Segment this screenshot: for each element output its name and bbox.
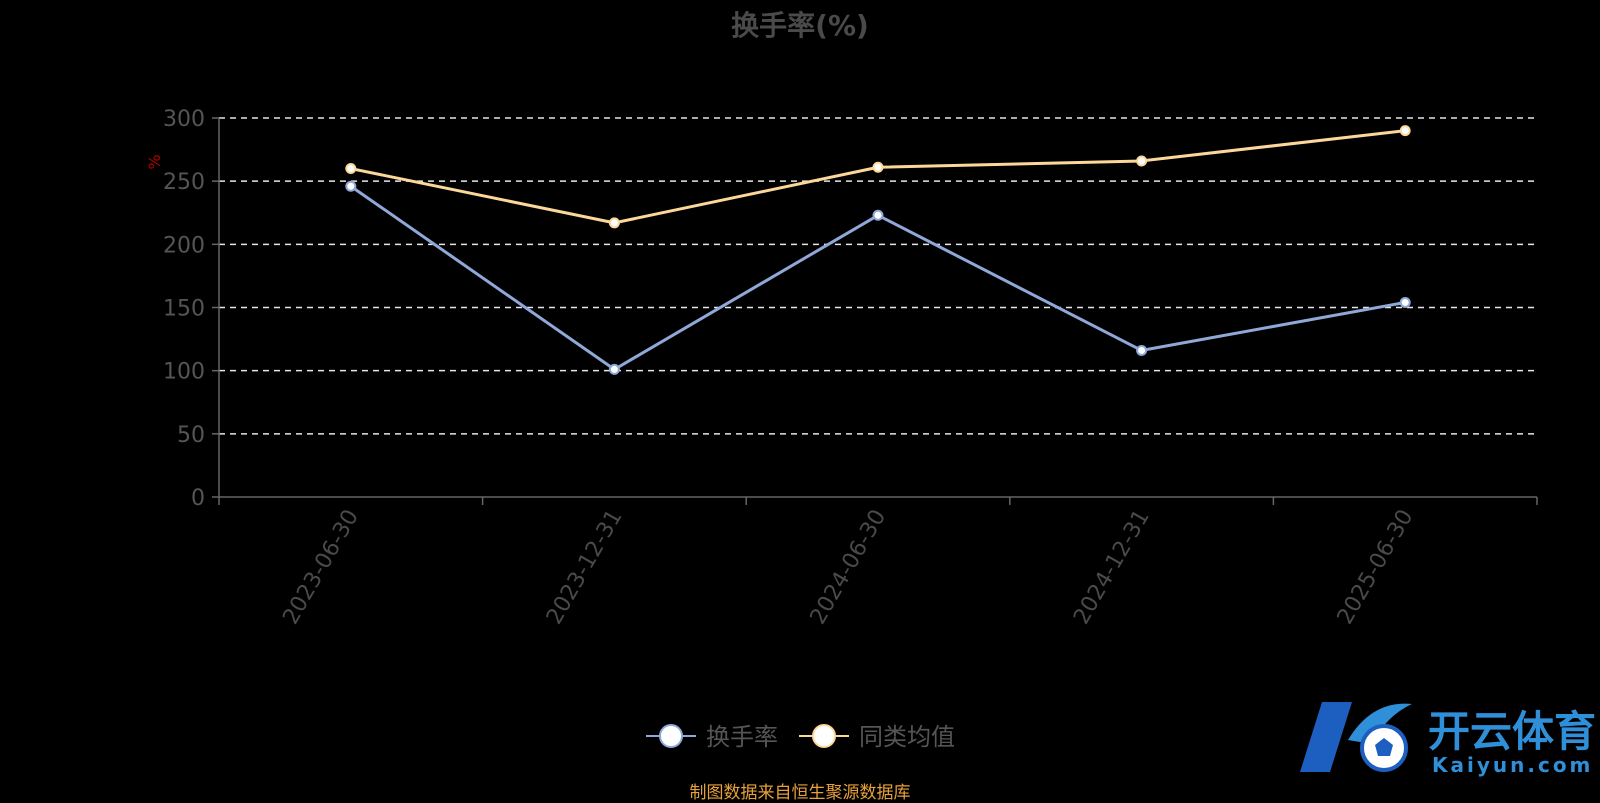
- y-tick-label: 0: [191, 486, 205, 511]
- y-tick-label: 150: [163, 297, 205, 322]
- series-1-point[interactable]: [872, 161, 884, 173]
- logo-k-shape: [1300, 702, 1352, 772]
- logo-k-swoosh: [1348, 703, 1412, 744]
- x-tick-label: 2023-06-30: [278, 506, 364, 629]
- x-tick-label: 2025-06-30: [1333, 506, 1419, 629]
- chart-title: 换手率(%): [731, 9, 869, 42]
- legend: 换手率 同类均值: [646, 723, 955, 751]
- series-1-point[interactable]: [1136, 155, 1148, 167]
- y-axis-unit-label: %: [145, 154, 164, 169]
- series-0-point[interactable]: [1399, 296, 1411, 308]
- series-0-point[interactable]: [345, 180, 357, 192]
- x-tick-label: 2024-12-31: [1069, 506, 1155, 629]
- data-source-note: 制图数据来自恒生聚源数据库: [689, 783, 911, 803]
- x-tick-label: 2024-06-30: [806, 506, 892, 629]
- x-tick-labels: 2023-06-30 2023-12-31 2024-06-30 2024-12-31…: [278, 506, 1418, 629]
- watermark-brand-en: Kaiyun.com: [1432, 753, 1593, 777]
- y-tick-label: 250: [163, 170, 205, 195]
- y-tick-label: 200: [163, 233, 205, 258]
- legend-label-turnover: 换手率: [706, 723, 778, 751]
- legend-label-peer-average: 同类均值: [859, 723, 955, 751]
- legend-item-peer-average[interactable]: 同类均值: [799, 723, 955, 751]
- series-1-point[interactable]: [1399, 125, 1411, 137]
- soccer-ball-patch: [1375, 738, 1393, 756]
- series-line-1: [350, 129, 1406, 225]
- series-0-point[interactable]: [608, 363, 620, 375]
- y-tick-label: 50: [177, 423, 205, 448]
- y-tick-labels: 0 50 100 150 200 250 300: [163, 107, 205, 511]
- legend-marker-turnover: [659, 724, 683, 748]
- series-0-point[interactable]: [1136, 344, 1148, 356]
- legend-marker-peer-average: [812, 724, 836, 748]
- series-1-point[interactable]: [345, 163, 357, 175]
- y-tick-label: 100: [163, 360, 205, 385]
- y-tick-label: 300: [163, 107, 205, 132]
- series-0-point[interactable]: [872, 209, 884, 221]
- series-lines: [345, 125, 1411, 375]
- axes: [212, 117, 1538, 505]
- series-1-point[interactable]: [608, 217, 620, 229]
- kaiyun-watermark-logo: 开云体育 Kaiyun.com: [1300, 702, 1596, 777]
- legend-item-turnover[interactable]: 换手率: [646, 723, 778, 751]
- x-tick-label: 2023-12-31: [542, 506, 628, 629]
- watermark-brand-cn: 开云体育: [1428, 707, 1596, 756]
